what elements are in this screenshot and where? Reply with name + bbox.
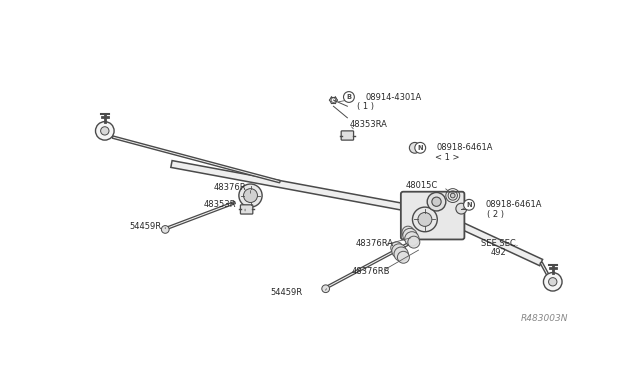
Text: 48353RA: 48353RA: [349, 120, 388, 129]
Circle shape: [95, 122, 114, 140]
FancyBboxPatch shape: [241, 205, 253, 214]
Text: 08918-6461A: 08918-6461A: [436, 143, 493, 152]
Polygon shape: [540, 262, 552, 282]
Text: B: B: [346, 94, 351, 100]
Circle shape: [100, 127, 109, 135]
Polygon shape: [112, 136, 280, 183]
Text: SEE SEC.: SEE SEC.: [481, 239, 519, 248]
Text: 08914-4301A: 08914-4301A: [365, 93, 422, 102]
Circle shape: [463, 199, 474, 210]
Text: 08918-6461A: 08918-6461A: [485, 200, 542, 209]
FancyBboxPatch shape: [401, 192, 465, 240]
Text: < 1 >: < 1 >: [435, 153, 460, 161]
Circle shape: [548, 278, 557, 286]
Circle shape: [451, 193, 455, 198]
FancyBboxPatch shape: [341, 131, 353, 140]
Polygon shape: [324, 242, 410, 290]
Circle shape: [543, 273, 562, 291]
Circle shape: [412, 207, 437, 232]
Polygon shape: [435, 211, 543, 266]
Circle shape: [410, 142, 420, 153]
Text: ( 1 ): ( 1 ): [358, 102, 374, 111]
Circle shape: [161, 225, 169, 233]
Text: N: N: [466, 202, 472, 208]
Polygon shape: [171, 161, 422, 214]
Circle shape: [391, 242, 403, 254]
Circle shape: [432, 197, 441, 206]
Circle shape: [415, 142, 426, 153]
Text: 48376RA: 48376RA: [355, 239, 393, 248]
Circle shape: [239, 184, 262, 207]
Text: R483003N: R483003N: [521, 314, 568, 323]
Text: 48376R: 48376R: [213, 183, 246, 192]
Circle shape: [402, 226, 414, 238]
Text: 54459R: 54459R: [271, 288, 303, 297]
Text: 48015C: 48015C: [406, 181, 438, 190]
Circle shape: [322, 285, 330, 293]
Polygon shape: [163, 201, 236, 231]
Text: ( 2 ): ( 2 ): [487, 209, 504, 218]
Text: 48376RB: 48376RB: [351, 266, 390, 276]
Circle shape: [394, 247, 408, 261]
Circle shape: [397, 251, 410, 263]
Circle shape: [408, 236, 420, 248]
Circle shape: [344, 92, 355, 102]
Circle shape: [418, 212, 432, 226]
Circle shape: [428, 192, 446, 211]
Text: N: N: [417, 145, 423, 151]
Circle shape: [403, 228, 417, 243]
Circle shape: [404, 232, 419, 246]
Circle shape: [392, 244, 406, 258]
Circle shape: [244, 189, 257, 202]
Circle shape: [456, 203, 467, 214]
Text: 492: 492: [491, 248, 506, 257]
Text: 54459R: 54459R: [129, 222, 162, 231]
Text: 48353R: 48353R: [204, 200, 237, 209]
